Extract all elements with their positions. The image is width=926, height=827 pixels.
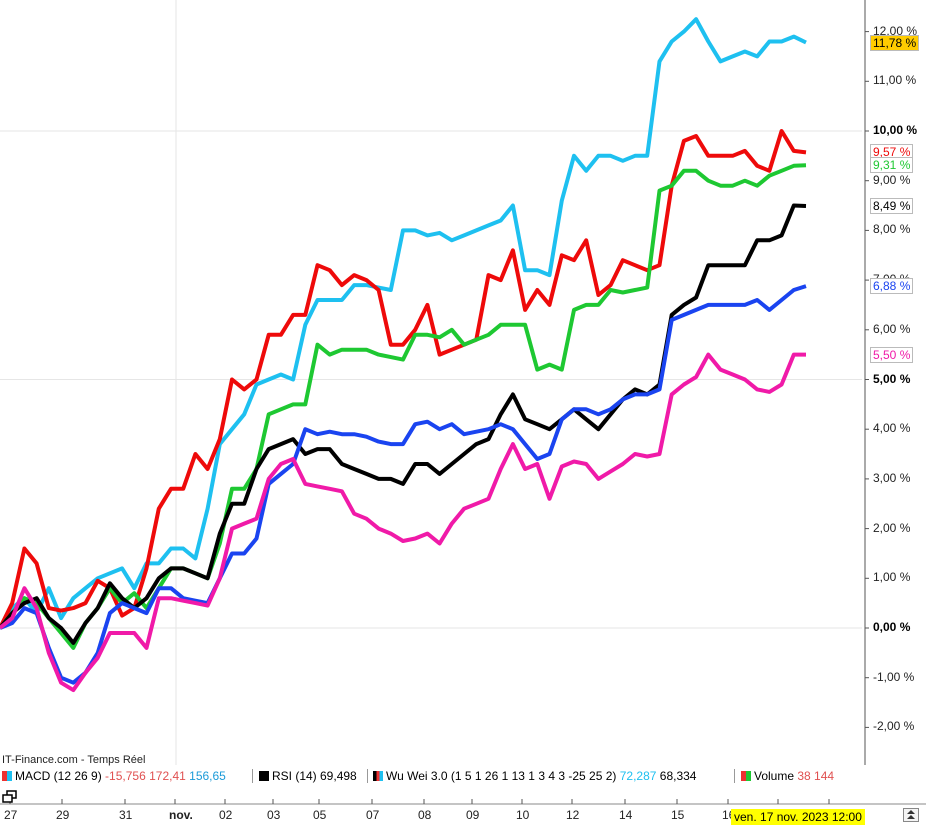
y-tick-label: 0,00 % bbox=[873, 620, 911, 634]
series-line-4 bbox=[0, 284, 807, 685]
x-tick-label: 02 bbox=[219, 808, 233, 822]
y-tick-label: 4,00 % bbox=[873, 421, 911, 436]
indicator-separator bbox=[734, 769, 735, 783]
rsi-swatch-icon bbox=[259, 771, 269, 781]
series-line-2 bbox=[0, 163, 807, 650]
x-tick-label: 27 bbox=[4, 808, 18, 822]
indicator-separator bbox=[252, 769, 253, 783]
last-value-badge: 5,50 % bbox=[870, 346, 914, 363]
y-tick-label: 10,00 % bbox=[873, 123, 918, 137]
x-tick-label: 15 bbox=[671, 808, 685, 822]
x-tick-label: 31 bbox=[119, 808, 133, 822]
y-tick-label: 5,00 % bbox=[873, 371, 911, 386]
y-tick-label: -1,00 % bbox=[873, 669, 915, 684]
source-label: IT-Finance.com - Temps Réel bbox=[2, 754, 146, 766]
x-tick-label: 07 bbox=[366, 808, 380, 822]
y-tick-label: 8,00 % bbox=[873, 222, 911, 237]
y-tick-label: 9,00 % bbox=[873, 172, 911, 187]
y-tick-label: 12,00 % bbox=[873, 23, 918, 38]
last-value-badge: 11,78 % bbox=[870, 34, 920, 51]
x-tick-label: 12 bbox=[566, 808, 580, 822]
x-tick-label: 29 bbox=[56, 808, 70, 822]
last-value-badge: 9,31 % bbox=[870, 157, 914, 174]
x-tick-label: nov. bbox=[169, 808, 193, 822]
wuwei-indicator[interactable]: Wu Wei 3.0 (1 5 1 26 1 13 1 3 4 3 -25 25… bbox=[373, 767, 696, 785]
date-flag: ven. 17 nov. 2023 12:00 bbox=[731, 809, 865, 825]
series-line-5 bbox=[0, 352, 806, 693]
rsi-indicator[interactable]: RSI (14) 69,498 bbox=[259, 767, 357, 785]
indicator-separator bbox=[367, 769, 368, 783]
macd-swatch-icon bbox=[2, 771, 12, 781]
x-tick-label: 08 bbox=[418, 808, 432, 822]
y-tick-label: 1,00 % bbox=[873, 570, 911, 585]
window-restore-icon[interactable] bbox=[2, 790, 18, 804]
volume-indicator[interactable]: Volume 38 144 bbox=[741, 767, 834, 785]
indicator-bar: MACD (12 26 9) -15,756 172,41 156,65 RSI… bbox=[0, 767, 862, 785]
x-tick-label: 05 bbox=[313, 808, 327, 822]
scroll-up-icon[interactable] bbox=[903, 808, 919, 822]
y-tick-label: 6,00 % bbox=[873, 321, 911, 336]
x-tick-label: 03 bbox=[267, 808, 281, 822]
y-tick-label: 3,00 % bbox=[873, 470, 911, 485]
series-line-0 bbox=[0, 17, 807, 630]
y-tick-label: -2,00 % bbox=[873, 719, 915, 734]
y-tick-label: 11,00 % bbox=[873, 73, 917, 88]
macd-indicator[interactable]: MACD (12 26 9) -15,756 172,41 156,65 bbox=[2, 767, 226, 785]
last-value-badge: 9,57 % bbox=[870, 144, 914, 161]
last-value-badge: 6,88 % bbox=[870, 278, 914, 295]
wuwei-swatch-icon bbox=[373, 771, 383, 781]
volume-swatch-icon bbox=[741, 771, 751, 781]
series-line-3 bbox=[0, 203, 807, 645]
last-value-badge: 8,49 % bbox=[870, 198, 914, 215]
y-tick-label: 2,00 % bbox=[873, 520, 911, 535]
x-tick-label: 10 bbox=[516, 808, 530, 822]
x-tick-label: 14 bbox=[619, 808, 633, 822]
x-tick-label: 09 bbox=[466, 808, 480, 822]
